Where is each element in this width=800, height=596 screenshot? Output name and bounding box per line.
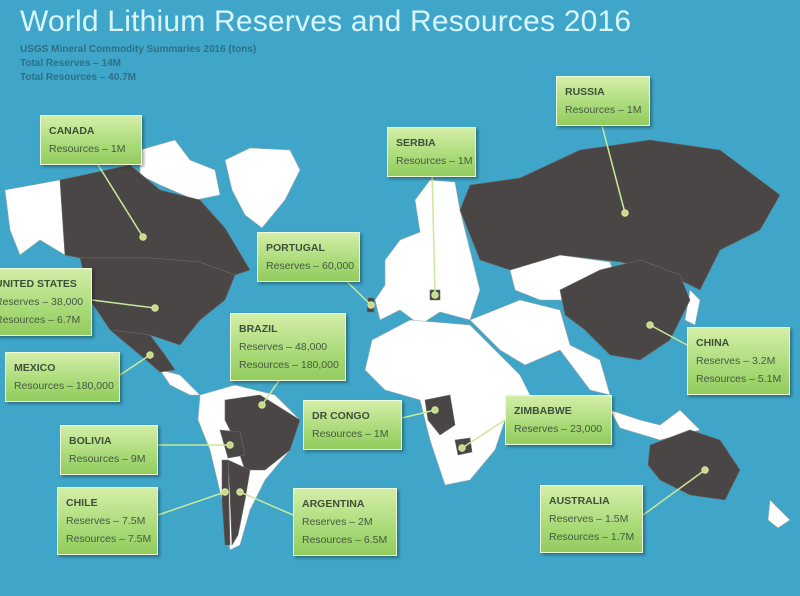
source-note: USGS Mineral Commodity Summaries 2016 (t… — [20, 44, 257, 55]
country-figure: Resources – 6.7M — [0, 314, 81, 326]
country-figure: Resources – 1M — [312, 428, 389, 440]
russia-shape — [459, 139, 781, 291]
country-name: CHINA — [696, 337, 730, 349]
total-reserves: Total Reserves – 14M — [20, 58, 121, 69]
label-box-united-states: UNITED STATES Reserves – 38,000 Resources … — [0, 268, 92, 336]
country-figure: Resources – 180,000 — [239, 359, 339, 371]
country-figure: Reserves – 7.5M — [66, 515, 146, 527]
label-box-australia: AUSTRALIA Reserves – 1.5M Resources – 1.7M — [540, 485, 643, 553]
label-box-mexico: MEXICO Resources – 180,000 — [5, 352, 120, 402]
europe — [374, 179, 481, 326]
country-name: MEXICO — [14, 362, 56, 374]
country-name: ZIMBABWE — [514, 405, 572, 417]
argentina-shape — [227, 459, 251, 547]
indonesia — [609, 409, 701, 441]
page-title: World Lithium Reserves and Resources 201… — [20, 5, 632, 38]
mexico-shape — [109, 329, 176, 373]
china-shape — [559, 259, 691, 361]
country-figure: Reserves – 48,000 — [239, 341, 328, 353]
country-figure: Reserves – 2M — [302, 516, 373, 528]
country-name: ARGENTINA — [302, 498, 365, 510]
country-name: CANADA — [49, 125, 95, 137]
country-name: RUSSIA — [565, 86, 605, 98]
label-box-bolivia: BOLIVIA Resources – 9M — [60, 425, 158, 475]
country-figure: Resources – 9M — [69, 453, 146, 465]
label-box-argentina: ARGENTINA Reserves – 2M Resources – 6.5M — [293, 488, 397, 556]
country-name: DR CONGO — [312, 410, 370, 422]
alaska — [4, 179, 66, 256]
country-name: BOLIVIA — [69, 435, 112, 447]
country-name: SERBIA — [396, 137, 436, 149]
country-figure: Resources – 180,000 — [14, 380, 114, 392]
label-box-canada: CANADA Resources – 1M — [40, 115, 142, 165]
label-box-brazil: BRAZIL Reserves – 48,000 Resources – 180,0… — [230, 313, 346, 381]
country-figure: Resources – 1M — [396, 155, 473, 167]
country-figure: Resources – 6.5M — [302, 534, 388, 546]
country-name: CHILE — [66, 497, 98, 509]
country-figure: Reserves – 3.2M — [696, 355, 776, 367]
australia-shape — [647, 429, 741, 501]
country-figure: Resources – 1.7M — [549, 531, 635, 543]
label-box-portugal: PORTUGAL Reserves – 60,000 — [257, 232, 360, 282]
country-figure: Resources – 1M — [565, 104, 642, 116]
country-figure: Resources – 7.5M — [66, 533, 152, 545]
label-box-china: CHINA Reserves – 3.2M Resources – 5.1M — [687, 327, 790, 395]
united-states-shape — [79, 257, 236, 346]
new-zealand — [767, 499, 791, 529]
label-box-dr-congo: DR CONGO Resources – 1M — [303, 400, 402, 450]
country-figure: Reserves – 38,000 — [0, 296, 84, 308]
dr-congo-shape — [424, 394, 456, 436]
country-figure: Reserves – 1.5M — [549, 513, 629, 525]
label-box-russia: RUSSIA Resources – 1M — [556, 76, 650, 126]
label-box-zimbabwe: ZIMBABWE Reserves – 23,000 — [505, 395, 612, 445]
label-box-chile: CHILE Reserves – 7.5M Resources – 7.5M — [57, 487, 158, 555]
greenland — [224, 147, 301, 229]
country-name: PORTUGAL — [266, 242, 325, 254]
country-figure: Reserves – 60,000 — [266, 260, 355, 272]
country-name: AUSTRALIA — [549, 495, 610, 507]
canada-shape — [59, 164, 251, 276]
country-name: UNITED STATES — [0, 278, 77, 290]
central-america — [159, 369, 201, 396]
label-box-serbia: SERBIA Resources – 1M — [387, 127, 476, 177]
canada-islands — [139, 139, 221, 201]
country-figure: Resources – 5.1M — [696, 373, 782, 385]
total-resources: Total Resources – 40.7M — [20, 72, 136, 83]
country-figure: Resources – 1M — [49, 143, 126, 155]
country-name: BRAZIL — [239, 323, 278, 335]
country-figure: Reserves – 23,000 — [514, 423, 603, 435]
